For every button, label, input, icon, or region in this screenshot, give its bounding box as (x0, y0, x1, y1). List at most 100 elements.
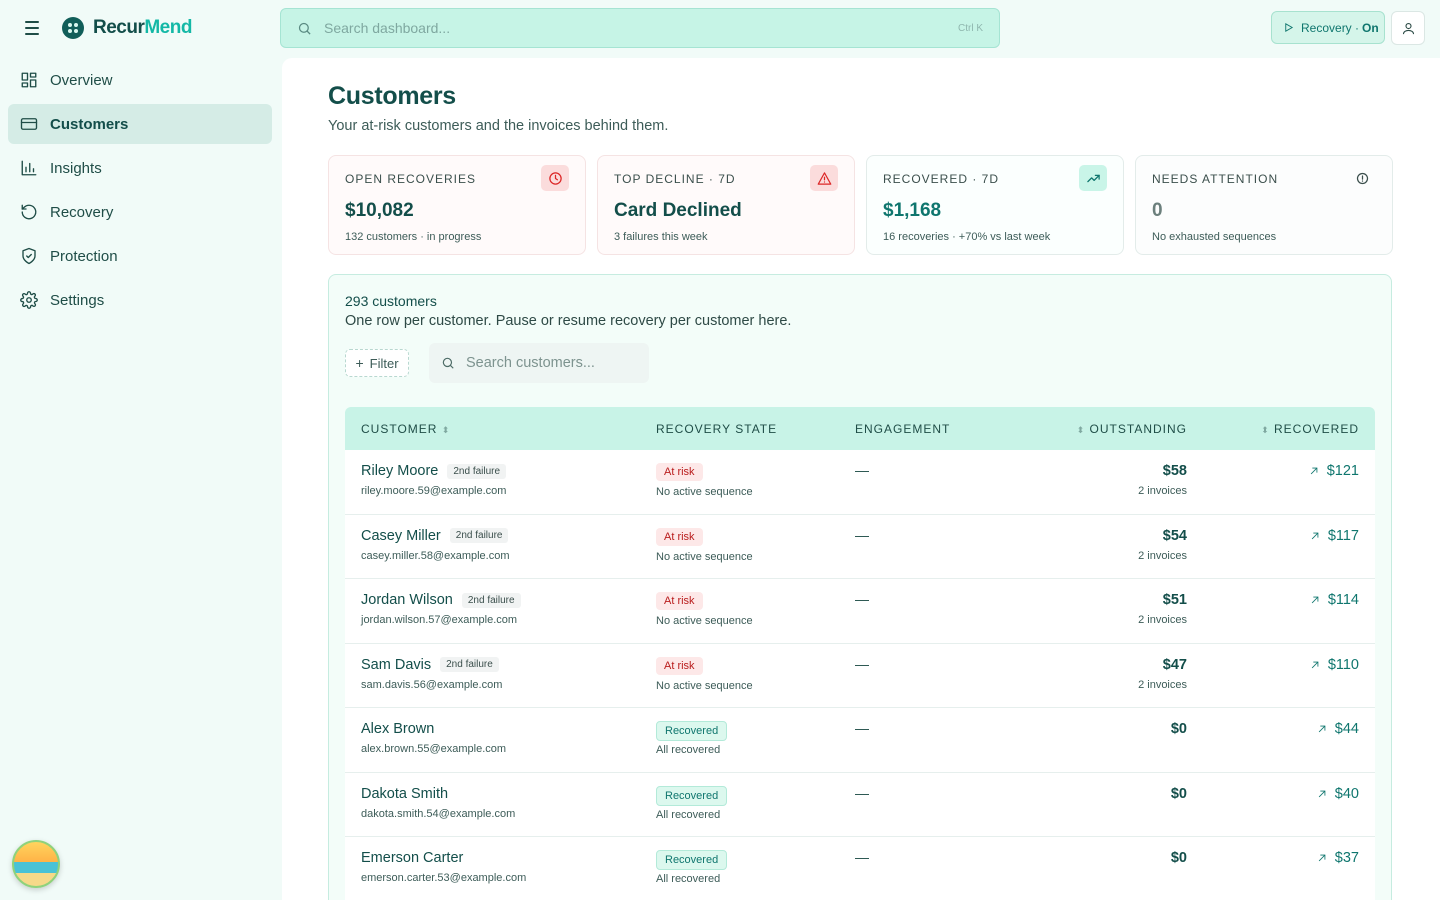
recovery-state-badge: At risk (656, 527, 703, 546)
nav-item-recovery[interactable]: Recovery (8, 192, 272, 232)
search-icon (298, 22, 311, 35)
recovery-state-badge: At risk (656, 592, 703, 610)
failure-tag: 2nd failure (447, 463, 507, 479)
outstanding-amount: $0 (1170, 721, 1187, 737)
table-row[interactable]: Alex Brown alex.brown.55@example.com Rec… (345, 708, 1375, 773)
stat-note: 132 customers · in progress (345, 231, 482, 243)
customer-name[interactable]: Casey Miller 2nd failure (361, 528, 509, 544)
recovery-state-detail: No active sequence (656, 486, 753, 498)
recovery-state-detail: All recovered (656, 873, 721, 885)
user-icon (1402, 22, 1414, 34)
trend-up-icon (1079, 165, 1107, 191)
account-button[interactable] (1391, 11, 1425, 45)
table-row[interactable]: Emerson Carter emerson.carter.53@example… (345, 837, 1375, 900)
customer-name[interactable]: Emerson Carter (361, 850, 464, 866)
table-row[interactable]: Sam Davis 2nd failure sam.davis.56@examp… (345, 643, 1375, 708)
invoice-count: 2 invoices (1138, 678, 1187, 691)
recovered-amount: $117 (1310, 528, 1359, 544)
nav-item-protection[interactable]: Protection (8, 236, 272, 276)
recovered-amount: $40 (1317, 786, 1359, 802)
filter-button[interactable]: + Filter (345, 349, 409, 377)
stat-note: 16 recoveries · +70% vs last week (883, 231, 1051, 243)
card-icon (20, 118, 38, 130)
recovered-amount: $121 (1309, 463, 1359, 479)
recovered-amount: $110 (1310, 657, 1359, 673)
play-icon (1285, 23, 1294, 32)
stat-note: 3 failures this week (614, 231, 708, 243)
table-row[interactable]: Riley Moore 2nd failure riley.moore.59@e… (345, 450, 1375, 515)
stat-card-open-recoveries: Open recoveries $10,082 132 customers · … (328, 155, 586, 255)
stat-value: 0 (1152, 200, 1163, 221)
invoice-count: 2 invoices (1138, 485, 1187, 497)
outstanding-amount: $58 (1162, 463, 1187, 479)
failure-tag: 2nd failure (461, 592, 521, 608)
outstanding-amount: $47 (1162, 656, 1187, 673)
bar-chart-icon (21, 160, 37, 176)
gear-icon (20, 291, 38, 309)
table-row[interactable]: Jordan Wilson 2nd failure jordan.wilson.… (345, 579, 1375, 644)
recovery-state-detail: No active sequence (656, 679, 753, 692)
customer-name[interactable]: Jordan Wilson 2nd failure (361, 592, 521, 608)
stat-value: Card Declined (614, 200, 742, 221)
engagement-value: — (855, 784, 869, 801)
failure-tag: 2nd failure (449, 528, 509, 543)
column-header-recovered[interactable]: ⬍ RECOVERED (1261, 422, 1359, 436)
stat-card-needs-attention: Needs attention 0 No exhausted sequences (1135, 155, 1393, 255)
nav-item-insights[interactable]: Insights (8, 148, 272, 188)
table-body: Riley Moore 2nd failure riley.moore.59@e… (345, 450, 1375, 900)
nav-label: Overview (50, 71, 113, 89)
customer-name[interactable]: Riley Moore 2nd failure (361, 463, 507, 479)
nav-label: Protection (50, 247, 118, 265)
sort-icon: ⬍ (1261, 425, 1270, 435)
customer-search-input[interactable] (466, 355, 626, 371)
recovered-amount: $114 (1310, 592, 1359, 608)
column-header-engagement: ENGAGEMENT (855, 422, 951, 436)
arrow-up-right-icon (1318, 854, 1326, 862)
customer-name[interactable]: Alex Brown (361, 721, 435, 737)
recovery-state-badge: Recovered (656, 785, 728, 806)
recovery-label: Recovery · (1301, 20, 1360, 35)
table-row[interactable]: Dakota Smith dakota.smith.54@example.com… (345, 772, 1375, 837)
table-header: CUSTOMER ⬍ RECOVERY STATE ENGAGEMENT ⬍ O… (345, 407, 1375, 450)
sort-icon: ⬍ (1076, 425, 1086, 435)
nav-item-overview[interactable]: Overview (8, 60, 272, 100)
outstanding-amount: $0 (1170, 785, 1187, 802)
arrow-up-right-icon (1310, 467, 1318, 475)
main-content: Customers Your at-risk customers and the… (282, 58, 1440, 900)
invoice-count: 2 invoices (1138, 614, 1187, 626)
recovered-amount: $44 (1317, 721, 1359, 737)
nav-item-settings[interactable]: Settings (8, 280, 272, 320)
nav-item-customers[interactable]: Customers (8, 104, 272, 144)
column-header-customer[interactable]: CUSTOMER ⬍ (361, 422, 451, 436)
dashboard-search[interactable]: Search dashboard... Ctrl K (280, 8, 1000, 48)
engagement-value: — (855, 526, 869, 543)
engagement-value: — (855, 720, 869, 736)
recovery-state-detail: All recovered (656, 808, 721, 821)
filter-label: Filter (369, 355, 399, 371)
engagement-value: — (855, 462, 869, 478)
recovery-state-badge: Recovered (656, 721, 728, 741)
nav-label: Recovery (50, 203, 114, 221)
column-header-outstanding[interactable]: ⬍ OUTSTANDING (1076, 422, 1187, 436)
page-subtitle: Your at-risk customers and the invoices … (328, 118, 669, 134)
table-row[interactable]: Casey Miller 2nd failure casey.miller.58… (345, 514, 1375, 579)
customer-email: alex.brown.55@example.com (361, 743, 507, 755)
recovery-state-detail: No active sequence (656, 615, 753, 627)
assistant-avatar[interactable] (12, 840, 60, 888)
customer-name[interactable]: Dakota Smith (361, 785, 449, 802)
customer-name[interactable]: Sam Davis 2nd failure (361, 657, 499, 673)
nav-label: Settings (50, 291, 105, 309)
brand: RecurMend (20, 14, 192, 42)
stats-row: Open recoveries $10,082 132 customers · … (328, 155, 1393, 255)
stat-value: $1,168 (883, 200, 942, 221)
stat-label: Open recoveries (345, 172, 477, 186)
recovery-state-badge: Recovered (656, 850, 728, 870)
search-placeholder: Search dashboard... (324, 20, 451, 36)
menu-icon[interactable] (20, 16, 44, 40)
stat-label: Needs attention (1152, 172, 1279, 186)
customer-search[interactable] (429, 343, 649, 383)
arrow-up-right-icon (1318, 725, 1326, 733)
recovery-state-detail: No active sequence (656, 550, 753, 563)
logo-text[interactable]: RecurMend (93, 17, 192, 38)
recovery-toggle-button[interactable]: Recovery · On (1271, 11, 1385, 44)
